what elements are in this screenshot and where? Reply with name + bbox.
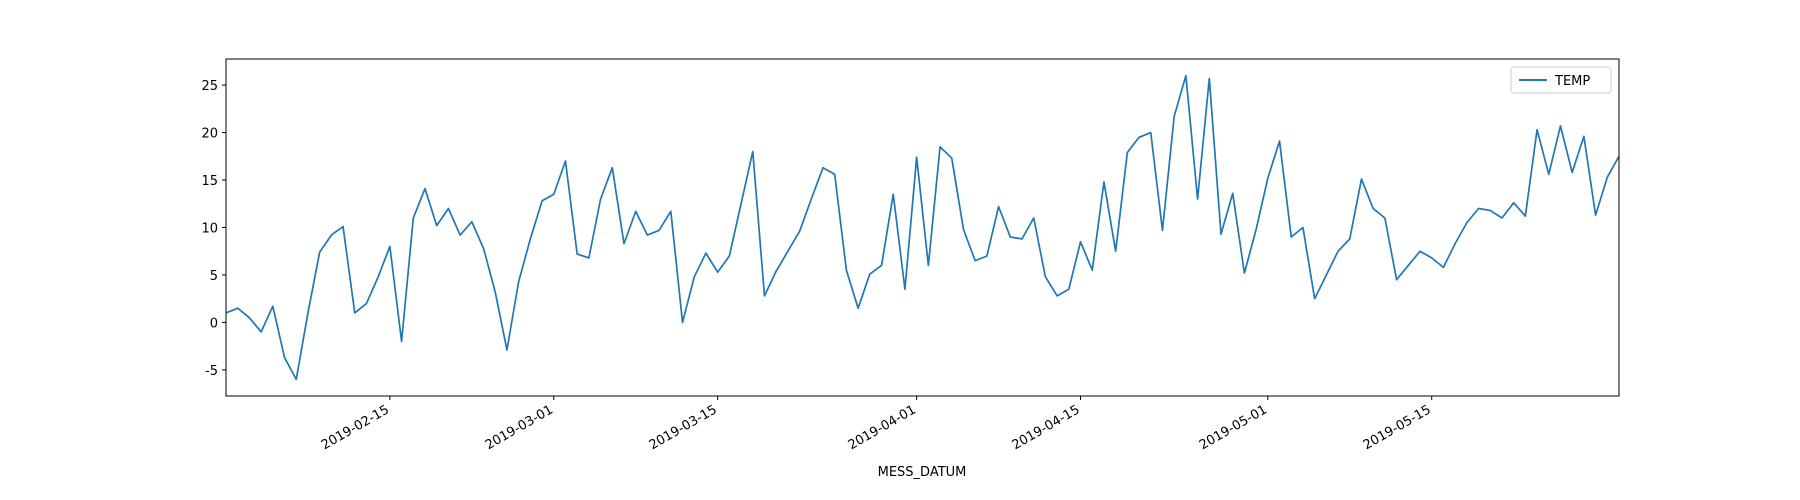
y-tick-label: 5 [210, 269, 218, 284]
x-tick-label: 2019-02-15 [319, 402, 392, 453]
y-tick-label: -5 [205, 364, 218, 379]
legend-label: TEMP [1554, 74, 1590, 89]
x-tick-label: 2019-05-01 [1197, 402, 1270, 453]
plot-frame [225, 58, 1620, 397]
y-tick-label: 25 [201, 79, 218, 94]
y-tick-label: 15 [201, 174, 218, 189]
x-tick-label: 2019-04-15 [1010, 402, 1083, 453]
x-tick-label: 2019-03-01 [483, 402, 556, 453]
x-tick-label: 2019-03-15 [647, 402, 720, 453]
y-tick-label: 20 [201, 127, 218, 142]
x-axis-label: MESS_DATUM [878, 465, 967, 480]
y-tick-label: 0 [210, 316, 218, 331]
x-tick-label: 2019-04-01 [846, 402, 919, 453]
legend-box [1510, 66, 1612, 94]
x-tick-label: 2019-05-15 [1361, 402, 1434, 453]
line-series [226, 74, 1619, 381]
y-tick-label: 10 [201, 222, 218, 237]
